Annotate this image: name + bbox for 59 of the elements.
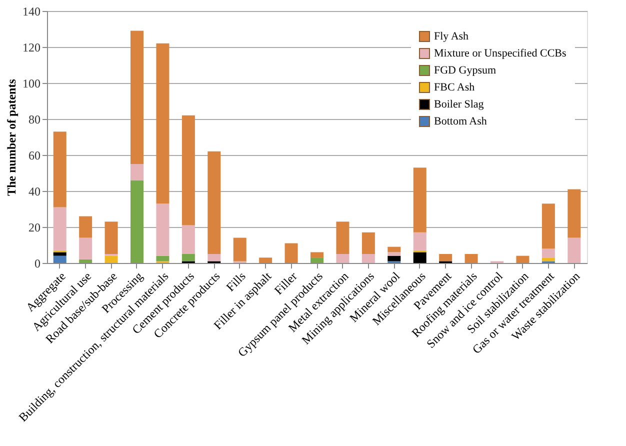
legend-label: Mixture or Unspecified CCBs: [434, 48, 566, 60]
bar: [310, 252, 324, 258]
legend-label: FBC Ash: [434, 82, 476, 94]
bar: [208, 254, 221, 262]
y-tick-label: 20: [28, 220, 40, 234]
bar: [310, 258, 324, 263]
bar: [542, 258, 555, 262]
bar: [259, 258, 272, 263]
bar: [388, 252, 401, 256]
bar: [156, 256, 170, 262]
bar: [336, 254, 350, 263]
y-tick-label: 100: [22, 76, 40, 90]
legend-label: FGD Gypsum: [434, 64, 496, 76]
y-tick-label: 40: [28, 184, 40, 198]
bar: [182, 254, 195, 262]
y-tick-label: 120: [22, 40, 40, 54]
bar: [413, 252, 426, 263]
y-tick-label: 0: [34, 256, 40, 270]
bar: [156, 204, 170, 256]
bar: [413, 232, 426, 250]
bar: [568, 189, 581, 238]
bar: [388, 256, 401, 262]
bar: [362, 232, 375, 254]
bar: [130, 164, 144, 180]
y-tick-label: 80: [28, 112, 40, 126]
bar: [542, 248, 555, 258]
bar: [79, 216, 92, 238]
bar: [516, 256, 530, 263]
bar: [53, 207, 66, 250]
bar: [130, 180, 144, 263]
bar: [53, 132, 66, 208]
bar: [79, 259, 92, 263]
bar: [156, 43, 170, 204]
bar: [542, 204, 555, 249]
bar: [53, 256, 66, 263]
x-tick-label: Fills: [223, 268, 249, 294]
bar: [130, 30, 144, 164]
bar: [233, 238, 246, 262]
bar: [284, 243, 298, 263]
bar: [439, 254, 452, 262]
y-tick-label: 140: [22, 4, 40, 18]
bar: [362, 254, 375, 263]
bar: [208, 151, 221, 254]
legend-label: Bottom Ash: [434, 116, 488, 128]
bar: [182, 115, 195, 226]
bar: [336, 222, 350, 254]
bar: [104, 256, 118, 263]
bar: [53, 252, 66, 256]
bar: [464, 254, 478, 263]
bar: [182, 225, 195, 254]
bar: [104, 222, 118, 254]
bar: [79, 238, 92, 260]
legend-label: Boiler Slag: [434, 98, 484, 110]
bar: [568, 238, 581, 263]
legend-label: Fly Ash: [434, 30, 470, 42]
bar: [413, 168, 426, 232]
y-axis-title: The number of patents: [4, 78, 18, 196]
y-tick-label: 60: [28, 148, 40, 162]
bar: [388, 246, 401, 252]
